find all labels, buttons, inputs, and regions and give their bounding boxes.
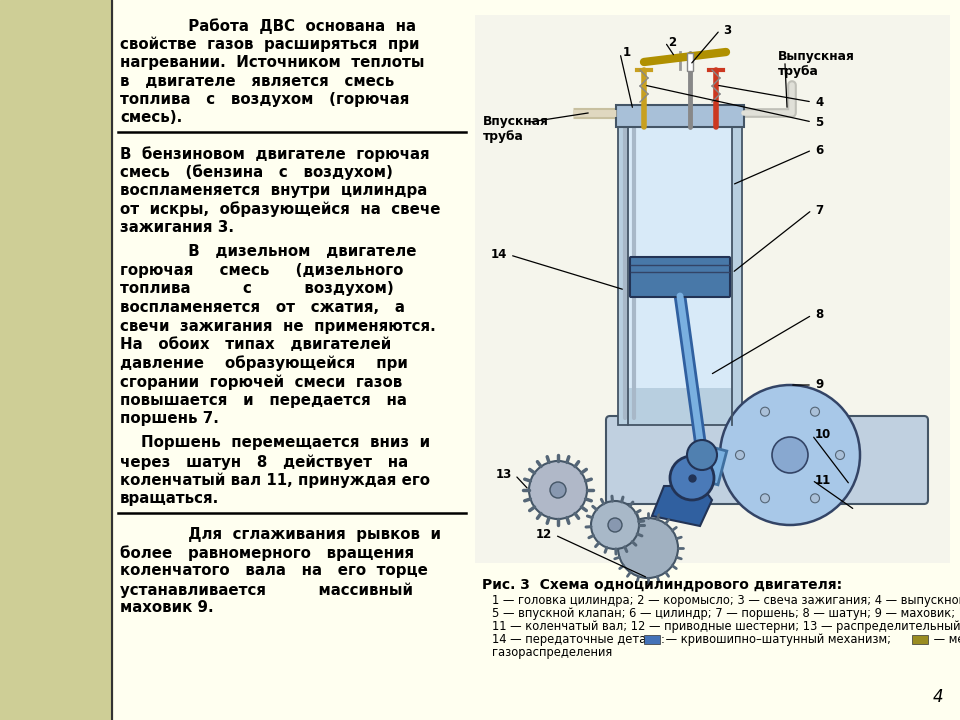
Bar — [628, 123, 732, 388]
Text: устанавливается          массивный: устанавливается массивный — [120, 582, 413, 598]
Bar — [687, 53, 693, 71]
Circle shape — [810, 408, 820, 416]
Bar — [475, 15, 950, 563]
Text: Выпускная
труба: Выпускная труба — [778, 50, 854, 78]
Circle shape — [529, 461, 587, 519]
Text: В  бензиновом  двигателе  горючая: В бензиновом двигателе горючая — [120, 146, 430, 162]
Text: Впускная
труба: Впускная труба — [483, 115, 549, 143]
Text: В   дизельном   двигателе: В дизельном двигателе — [120, 245, 417, 259]
Text: смесь).: смесь). — [120, 110, 182, 125]
Circle shape — [670, 456, 714, 500]
Text: воспламеняется  внутри  цилиндра: воспламеняется внутри цилиндра — [120, 183, 427, 198]
Text: от  искры,  образующейся  на  свече: от искры, образующейся на свече — [120, 202, 441, 217]
Text: 1: 1 — [623, 47, 631, 60]
Text: зажигания 3.: зажигания 3. — [120, 220, 234, 235]
Text: вращаться.: вращаться. — [120, 491, 219, 506]
Text: нагревании.  Источником  теплоты: нагревании. Источником теплоты — [120, 55, 424, 70]
Bar — [616, 105, 744, 127]
Text: свойстве  газов  расширяться  при: свойстве газов расширяться при — [120, 37, 420, 52]
Text: — механизм: — механизм — [930, 633, 960, 646]
Circle shape — [760, 494, 770, 503]
Text: 11 — коленчатый вал; 12 — приводные шестерни; 13 — распределительный вал;: 11 — коленчатый вал; 12 — приводные шест… — [492, 620, 960, 633]
Circle shape — [618, 518, 678, 578]
Text: 1 — головка цилиндра; 2 — коромысло; 3 — свеча зажигания; 4 — выпускной клапан;: 1 — головка цилиндра; 2 — коромысло; 3 —… — [492, 594, 960, 607]
Text: коленчатый вал 11, принуждая его: коленчатый вал 11, принуждая его — [120, 472, 430, 488]
Text: Для  сглаживания  рывков  и: Для сглаживания рывков и — [120, 526, 441, 541]
Text: 6: 6 — [815, 143, 824, 156]
Text: топлива   с   воздухом   (горючая: топлива с воздухом (горючая — [120, 92, 409, 107]
Bar — [912, 635, 928, 644]
Text: Поршень  перемещается  вниз  и: Поршень перемещается вниз и — [120, 436, 430, 451]
Text: 5 — впускной клапан; 6 — цилиндр; 7 — поршень; 8 — шатун; 9 — маховик; 10 — карт: 5 — впускной клапан; 6 — цилиндр; 7 — по… — [492, 607, 960, 620]
Circle shape — [772, 437, 808, 473]
Text: топлива          с          воздухом): топлива с воздухом) — [120, 282, 394, 297]
Text: газораспределения: газораспределения — [492, 646, 612, 659]
Circle shape — [550, 482, 566, 498]
Text: 7: 7 — [815, 204, 823, 217]
Text: давление    образующейся    при: давление образующейся при — [120, 356, 408, 372]
Text: 14: 14 — [491, 248, 507, 261]
Text: свечи  зажигания  не  применяются.: свечи зажигания не применяются. — [120, 318, 436, 333]
Text: 10: 10 — [815, 428, 831, 441]
Text: — кривошипно–шатунный механизм;: — кривошипно–шатунный механизм; — [662, 633, 895, 646]
Text: 9: 9 — [815, 379, 824, 392]
Bar — [644, 635, 660, 644]
Circle shape — [608, 518, 622, 532]
Text: через   шатун   8   действует   на: через шатун 8 действует на — [120, 454, 408, 469]
Text: Работа  ДВС  основана  на: Работа ДВС основана на — [120, 18, 416, 34]
Circle shape — [760, 408, 770, 416]
Text: 4: 4 — [933, 688, 944, 706]
Text: более   равномерного   вращения: более равномерного вращения — [120, 545, 414, 561]
Text: сгорании  горючей  смеси  газов: сгорании горючей смеси газов — [120, 374, 402, 390]
FancyBboxPatch shape — [606, 416, 928, 504]
Text: Рис. 3  Схема одноцилиндрового двигателя:: Рис. 3 Схема одноцилиндрового двигателя: — [482, 578, 842, 592]
Text: 12: 12 — [536, 528, 552, 541]
Circle shape — [720, 385, 860, 525]
Text: 2: 2 — [668, 35, 676, 48]
Circle shape — [810, 494, 820, 503]
Text: коленчатого   вала   на   его  торце: коленчатого вала на его торце — [120, 564, 428, 578]
Text: в   двигателе   является   смесь: в двигателе является смесь — [120, 73, 395, 89]
Polygon shape — [652, 486, 712, 526]
Text: 3: 3 — [723, 24, 732, 37]
Text: 14 — передаточные детали:: 14 — передаточные детали: — [492, 633, 668, 646]
Text: На   обоих   типах   двигателей: На обоих типах двигателей — [120, 337, 392, 352]
Text: горючая     смесь     (дизельного: горючая смесь (дизельного — [120, 263, 403, 278]
Text: 8: 8 — [815, 308, 824, 322]
Text: воспламеняется   от   сжатия,   а: воспламеняется от сжатия, а — [120, 300, 405, 315]
Circle shape — [835, 451, 845, 459]
Text: 5: 5 — [815, 115, 824, 128]
Text: повышается   и   передается   на: повышается и передается на — [120, 392, 407, 408]
Circle shape — [735, 451, 745, 459]
FancyBboxPatch shape — [630, 257, 730, 297]
Text: поршень 7.: поршень 7. — [120, 411, 219, 426]
Bar — [0, 0, 112, 720]
Circle shape — [687, 440, 717, 470]
Text: 13: 13 — [495, 469, 512, 482]
Text: маховик 9.: маховик 9. — [120, 600, 214, 616]
Text: 4: 4 — [815, 96, 824, 109]
Text: смесь   (бензина   с   воздухом): смесь (бензина с воздухом) — [120, 164, 393, 180]
Bar — [618, 123, 742, 425]
Circle shape — [591, 501, 639, 549]
Text: 11: 11 — [815, 474, 831, 487]
